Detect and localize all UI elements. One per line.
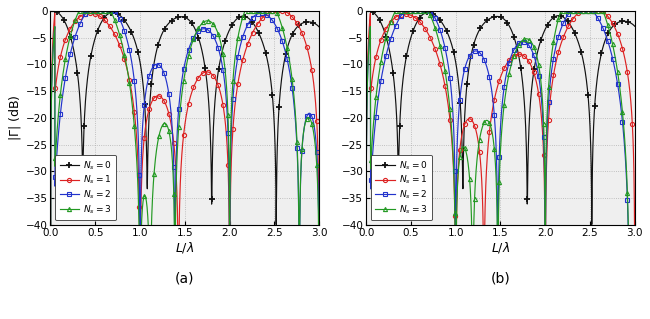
$N_s=2$ [509,49,517,53]
$N_s=0$ [137,66,145,70]
$N_s=1$ [163,106,171,110]
Text: (b): (b) [491,272,510,286]
$N_s=0$ [408,34,415,38]
$N_s=2$ [188,39,196,43]
$N_s=3$ [509,56,517,60]
$N_s=1$ [92,12,99,16]
$N_s=2$ [83,11,90,14]
$N_s=0$ [83,91,90,94]
$N_s=1$ [503,61,511,65]
$N_s=2$ [400,9,408,13]
Line: $N_s=3$: $N_s=3$ [364,9,637,319]
Line: $N_s=0$: $N_s=0$ [363,7,638,228]
X-axis label: $L/\lambda$: $L/\lambda$ [491,241,510,256]
X-axis label: $L/\lambda$: $L/\lambda$ [176,241,194,256]
Line: $N_s=2$: $N_s=2$ [49,9,321,319]
$N_s=1$ [509,55,517,58]
$N_s=1$ [188,91,196,94]
$N_s=1$ [577,9,585,13]
$N_s=3$ [163,124,171,128]
$N_s=2$ [92,9,100,13]
$N_s=3$ [408,9,415,13]
Text: (a): (a) [175,272,194,286]
$N_s=3$ [504,80,512,84]
$N_s=1$ [479,202,487,206]
Legend: $N_s=0$, $N_s=1$, $N_s=2$, $N_s=3$: $N_s=0$, $N_s=1$, $N_s=2$, $N_s=3$ [370,155,432,220]
Legend: $N_s=0$, $N_s=1$, $N_s=2$, $N_s=3$: $N_s=0$, $N_s=1$, $N_s=2$, $N_s=3$ [55,155,116,220]
$N_s=0$ [362,9,370,13]
$N_s=0$ [315,25,323,29]
$N_s=3$ [391,9,399,13]
$N_s=2$ [194,30,202,34]
$N_s=0$ [509,32,517,36]
$N_s=0$ [188,21,196,25]
$N_s=0$ [47,9,55,13]
$N_s=3$ [75,9,83,13]
$N_s=1$ [194,78,202,81]
$N_s=3$ [194,28,202,32]
$N_s=2$ [408,9,415,13]
$N_s=0$ [398,90,406,94]
$N_s=0$ [92,34,99,38]
$N_s=3$ [83,9,90,13]
$N_s=0$ [453,66,461,70]
$N_s=0$ [272,223,280,226]
$N_s=1$ [137,199,145,203]
$N_s=2$ [504,67,512,70]
$N_s=0$ [631,24,639,28]
$N_s=1$ [268,9,276,13]
$N_s=0$ [163,23,171,27]
$N_s=3$ [453,201,461,205]
Line: $N_s=2$: $N_s=2$ [364,9,637,319]
$N_s=0$ [194,33,202,36]
$N_s=0$ [588,223,595,226]
Line: $N_s=1$: $N_s=1$ [364,9,637,319]
$N_s=2$ [84,9,92,13]
$N_s=0$ [479,23,487,27]
$N_s=3$ [188,41,196,45]
$N_s=1$ [83,11,90,15]
$N_s=3$ [92,9,100,13]
$N_s=0$ [503,21,511,25]
Line: $N_s=3$: $N_s=3$ [48,9,321,319]
$N_s=3$ [398,9,406,13]
$N_s=2$ [479,55,487,59]
$N_s=1$ [398,12,406,16]
$N_s=3$ [479,124,487,128]
$N_s=1$ [408,14,415,18]
$N_s=2$ [163,83,171,87]
$N_s=3$ [137,230,145,234]
Line: $N_s=0$: $N_s=0$ [47,7,322,228]
$N_s=2$ [398,12,406,16]
Line: $N_s=1$: $N_s=1$ [48,9,321,319]
Y-axis label: $|\Gamma|$ (dB): $|\Gamma|$ (dB) [7,95,23,141]
$N_s=2$ [453,153,461,157]
$N_s=1$ [453,210,461,213]
$N_s=2$ [137,158,145,161]
